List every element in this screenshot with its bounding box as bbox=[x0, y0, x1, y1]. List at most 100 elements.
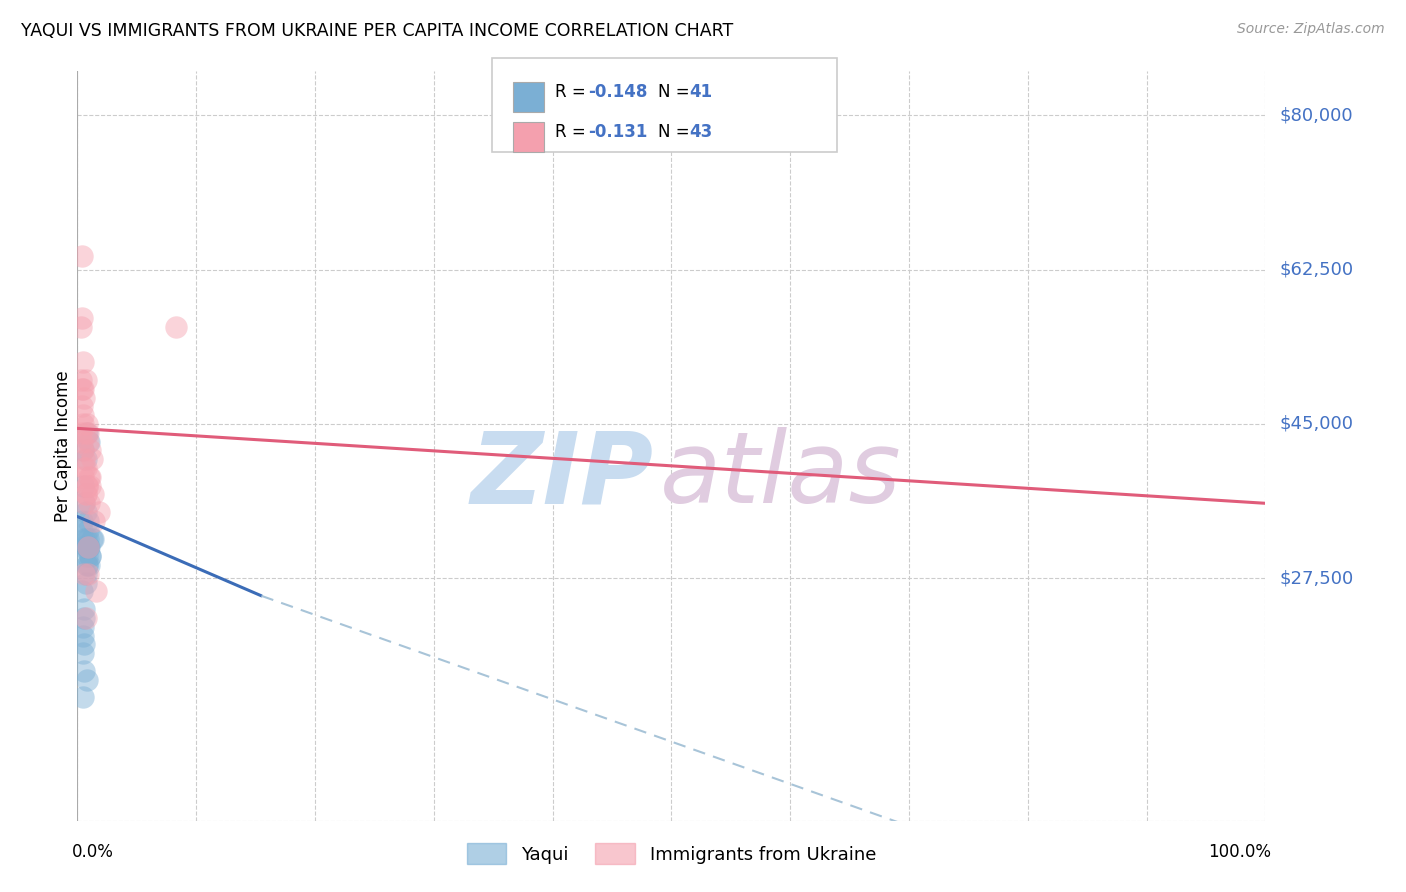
Point bbox=[79, 549, 101, 564]
Point bbox=[77, 541, 100, 555]
Point bbox=[77, 541, 100, 555]
Text: $80,000: $80,000 bbox=[1279, 106, 1353, 125]
Point bbox=[75, 505, 97, 519]
Point bbox=[72, 646, 94, 660]
Point bbox=[75, 566, 97, 581]
Text: 100.0%: 100.0% bbox=[1208, 843, 1271, 861]
Point bbox=[72, 470, 94, 484]
Text: R =: R = bbox=[555, 83, 592, 101]
Point bbox=[72, 408, 94, 422]
Point bbox=[79, 549, 101, 564]
Point bbox=[72, 620, 94, 634]
Text: N =: N = bbox=[658, 83, 695, 101]
Text: -0.148: -0.148 bbox=[588, 83, 647, 101]
Point bbox=[72, 443, 94, 458]
Point bbox=[77, 514, 100, 528]
Point bbox=[70, 425, 93, 440]
Point bbox=[72, 628, 94, 642]
Point bbox=[76, 478, 98, 492]
Point bbox=[70, 434, 93, 449]
Text: 0.0%: 0.0% bbox=[72, 843, 114, 861]
Text: N =: N = bbox=[658, 123, 695, 141]
Point bbox=[72, 382, 94, 396]
Point bbox=[77, 541, 100, 555]
Point bbox=[75, 541, 97, 555]
Point bbox=[75, 487, 97, 501]
Point bbox=[73, 611, 96, 625]
Point bbox=[77, 541, 100, 555]
Point bbox=[77, 566, 100, 581]
Point bbox=[76, 558, 98, 572]
Text: atlas: atlas bbox=[659, 427, 901, 524]
Point bbox=[82, 532, 104, 546]
Text: $27,500: $27,500 bbox=[1279, 569, 1354, 587]
Point bbox=[73, 637, 96, 651]
Point bbox=[73, 566, 96, 581]
Point bbox=[77, 532, 100, 546]
Point bbox=[72, 417, 94, 431]
Point bbox=[73, 602, 96, 616]
Point bbox=[76, 478, 98, 492]
Point bbox=[75, 611, 97, 625]
Point bbox=[73, 452, 96, 467]
Point bbox=[82, 487, 104, 501]
Point bbox=[72, 690, 94, 705]
Point bbox=[72, 443, 94, 458]
Point bbox=[76, 549, 98, 564]
Point bbox=[73, 664, 96, 678]
Text: R =: R = bbox=[555, 123, 592, 141]
Point bbox=[75, 425, 97, 440]
Point bbox=[70, 311, 93, 326]
Point bbox=[75, 532, 97, 546]
Point bbox=[70, 250, 93, 264]
Text: ZIP: ZIP bbox=[471, 427, 654, 524]
Text: -0.131: -0.131 bbox=[588, 123, 647, 141]
Point bbox=[70, 320, 93, 334]
Point bbox=[77, 558, 100, 572]
Text: $45,000: $45,000 bbox=[1279, 415, 1354, 433]
Point bbox=[70, 400, 93, 414]
Point bbox=[76, 541, 98, 555]
Point bbox=[75, 373, 97, 387]
Point bbox=[79, 470, 101, 484]
Text: 41: 41 bbox=[689, 83, 711, 101]
Point bbox=[73, 532, 96, 546]
Point bbox=[70, 373, 93, 387]
Point bbox=[80, 532, 103, 546]
Point bbox=[73, 391, 96, 405]
Point bbox=[77, 541, 100, 555]
Point bbox=[72, 478, 94, 492]
Point bbox=[79, 478, 101, 492]
Legend: Yaqui, Immigrants from Ukraine: Yaqui, Immigrants from Ukraine bbox=[460, 837, 883, 871]
Point bbox=[77, 523, 100, 537]
Text: Source: ZipAtlas.com: Source: ZipAtlas.com bbox=[1237, 22, 1385, 37]
Point bbox=[80, 452, 103, 467]
Point bbox=[76, 417, 98, 431]
Point bbox=[76, 673, 98, 687]
Point bbox=[75, 452, 97, 467]
Text: $62,500: $62,500 bbox=[1279, 260, 1354, 278]
Point bbox=[77, 496, 100, 510]
Point bbox=[70, 584, 93, 599]
Point bbox=[87, 505, 110, 519]
Y-axis label: Per Capita Income: Per Capita Income bbox=[55, 370, 73, 522]
Point bbox=[72, 355, 94, 369]
Point bbox=[165, 320, 187, 334]
Point bbox=[77, 425, 100, 440]
Point bbox=[86, 584, 108, 599]
Text: 43: 43 bbox=[689, 123, 713, 141]
Point bbox=[76, 425, 98, 440]
Point bbox=[79, 443, 101, 458]
Point bbox=[73, 496, 96, 510]
Point bbox=[70, 382, 93, 396]
Point bbox=[73, 496, 96, 510]
Point bbox=[75, 575, 97, 590]
Point bbox=[77, 470, 100, 484]
Point bbox=[75, 487, 97, 501]
Point bbox=[76, 558, 98, 572]
Point bbox=[73, 461, 96, 475]
Point bbox=[77, 434, 100, 449]
Point bbox=[77, 434, 100, 449]
Point bbox=[72, 541, 94, 555]
Text: YAQUI VS IMMIGRANTS FROM UKRAINE PER CAPITA INCOME CORRELATION CHART: YAQUI VS IMMIGRANTS FROM UKRAINE PER CAP… bbox=[21, 22, 734, 40]
